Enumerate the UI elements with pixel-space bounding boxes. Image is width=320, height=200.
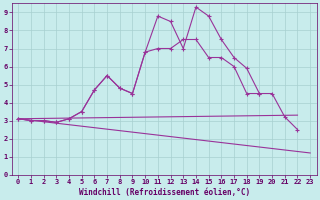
- X-axis label: Windchill (Refroidissement éolien,°C): Windchill (Refroidissement éolien,°C): [79, 188, 250, 197]
